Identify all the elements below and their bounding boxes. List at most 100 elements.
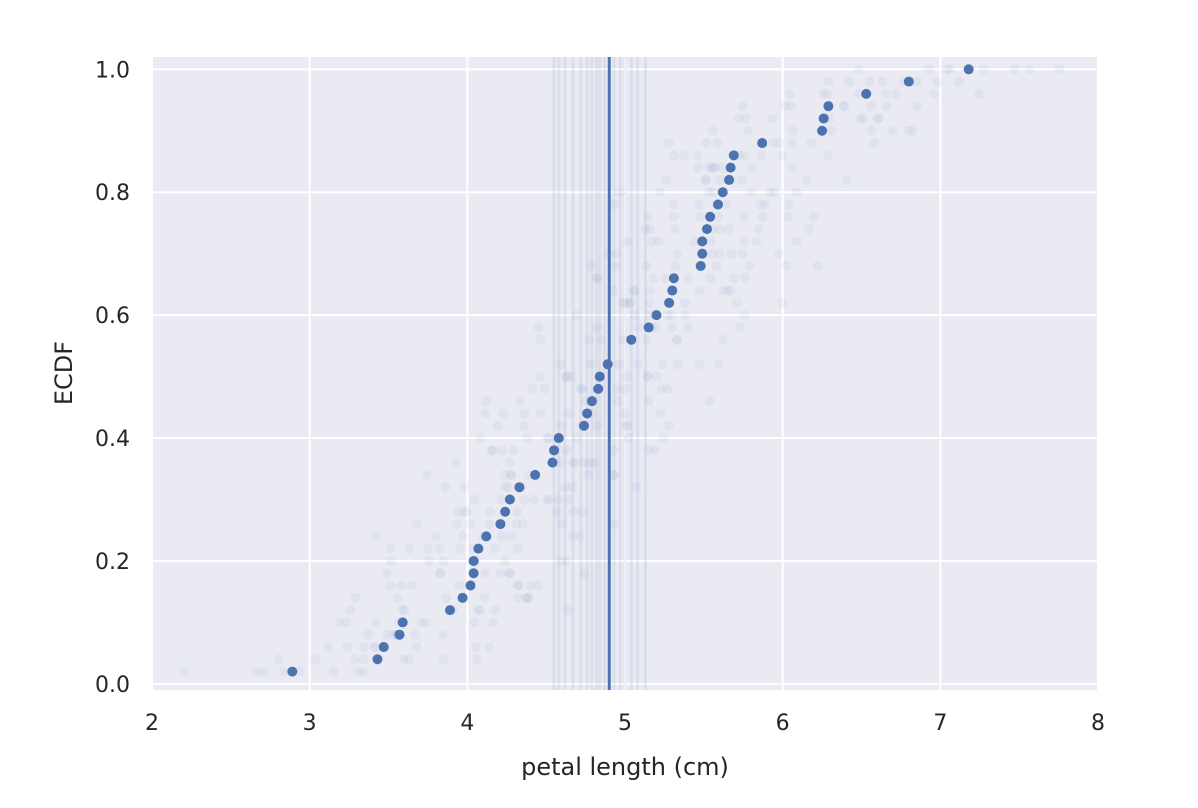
replicate-point [656,383,667,394]
replicate-point [411,641,422,652]
ecdf-point [713,199,724,210]
replicate-point [643,396,654,407]
replicate-point [486,445,497,456]
replicate-point [739,150,750,161]
replicate-point [721,285,732,296]
replicate-point [561,371,572,382]
replicate-point [512,592,523,603]
ecdf-point [626,334,637,345]
y-tick-label: 0.0 [95,673,130,698]
replicate-point [539,383,550,394]
replicate-point [806,138,817,149]
replicate-point [519,408,530,419]
replicate-point [569,457,580,468]
replicate-point [644,297,655,308]
replicate-point [728,273,739,284]
replicate-point [622,236,633,247]
replicate-point [504,568,515,579]
ecdf-points [287,64,974,677]
replicate-point [666,322,677,333]
replicate-point [490,543,501,554]
bootstrap-replicate-points [179,64,1065,677]
replicate-point [500,482,511,493]
replicate-point [583,469,594,480]
replicate-point [519,420,530,431]
replicate-point [628,285,639,296]
replicate-point [438,654,449,665]
replicate-point [670,260,681,271]
replicate-point [496,494,507,505]
ecdf-point [372,654,383,665]
replicate-point [505,469,516,480]
replicate-point [359,654,370,665]
replicate-point [571,433,582,444]
replicate-point [513,580,524,591]
replicate-point [823,76,834,87]
replicate-point [557,519,568,530]
replicate-point [723,224,734,235]
replicate-point [592,273,603,284]
replicate-point [370,641,381,652]
replicate-point [645,224,656,235]
replicate-point [543,433,554,444]
replicate-point [642,334,653,345]
replicate-point [609,260,620,271]
replicate-point [370,531,381,542]
replicate-point [496,445,507,456]
ecdf-point [549,445,560,456]
replicate-point [717,334,728,345]
replicate-point [392,592,403,603]
ecdf-point [724,174,735,185]
replicate-point [838,101,849,112]
ecdf-point [473,543,484,554]
replicate-point [663,420,674,431]
replicate-point [612,383,623,394]
replicate-point [732,297,743,308]
replicate-point [822,88,833,99]
replicate-point [568,457,579,468]
replicate-point [683,322,694,333]
replicate-point [784,88,795,99]
ecdf-point [530,469,541,480]
replicate-point [618,297,629,308]
replicate-point [736,174,747,185]
replicate-point [399,605,410,616]
replicate-point [632,359,643,370]
ecdf-point [695,260,706,271]
replicate-point [471,641,482,652]
ecdf-point [465,580,476,591]
replicate-point [803,224,814,235]
replicate-point [679,150,690,161]
replicate-point [707,125,718,136]
ecdf-point [514,482,525,493]
replicate-point [479,592,490,603]
replicate-point [435,568,446,579]
replicate-point [791,187,802,198]
replicate-point [658,433,669,444]
replicate-point [469,617,480,628]
replicate-point [451,457,462,468]
ecdf-point [602,359,613,370]
replicate-point [278,666,289,677]
replicate-point [649,445,660,456]
replicate-point [512,506,523,517]
replicate-point [473,605,484,616]
replicate-point [434,543,445,554]
replicate-point [480,568,491,579]
replicate-point [739,273,750,284]
x-tick-label: 8 [1091,711,1105,736]
ecdf-point [757,138,768,149]
replicate-point [533,322,544,333]
replicate-point [592,322,603,333]
replicate-point [641,260,652,271]
replicate-point [358,666,369,677]
replicate-point [398,654,409,665]
ecdf-point [697,248,708,259]
replicate-point [671,334,682,345]
replicate-point [714,248,725,259]
replicate-point [642,211,653,222]
replicate-point [592,420,603,431]
replicate-point [683,273,694,284]
replicate-point [579,396,590,407]
ecdf-point [468,555,479,566]
